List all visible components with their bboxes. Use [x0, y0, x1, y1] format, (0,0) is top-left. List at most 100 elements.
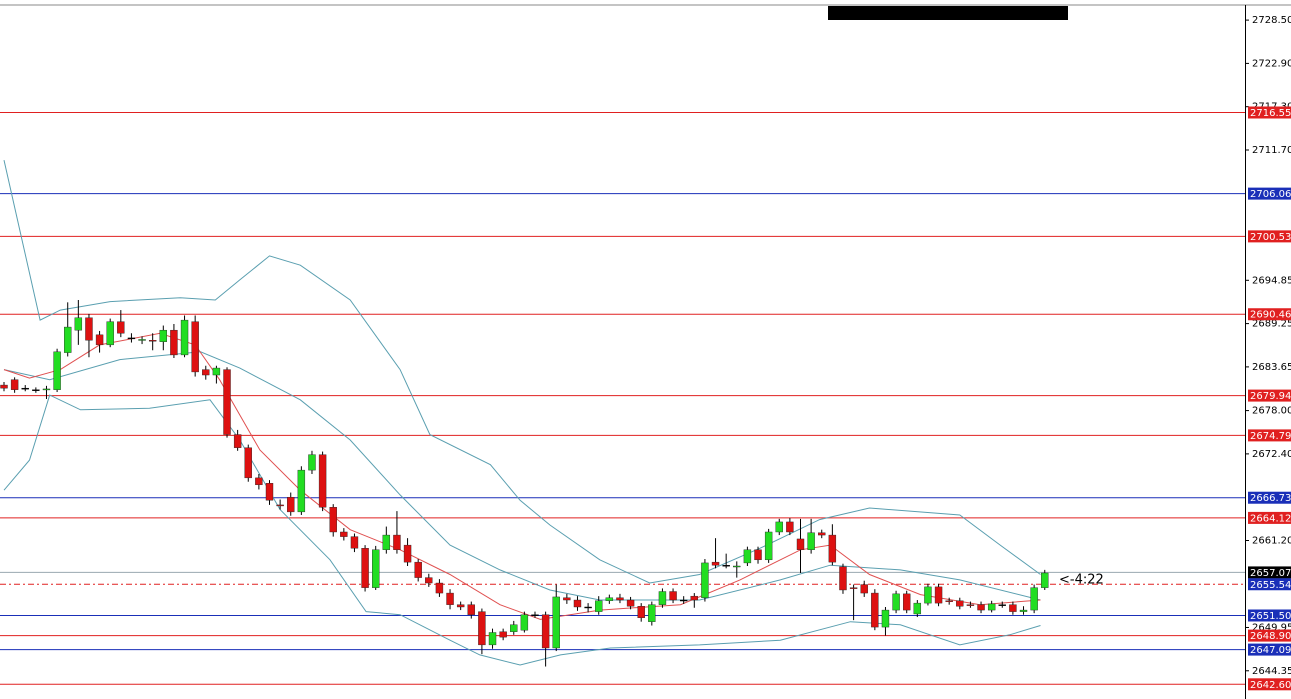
level-label: 2666.73 [1250, 493, 1291, 504]
candle-body [775, 521, 783, 533]
level-label-box [1248, 511, 1291, 524]
candle-body [117, 321, 125, 334]
candle-body [127, 337, 136, 340]
indicator-line [3, 332, 1041, 620]
candle-body [552, 596, 560, 649]
candle-body [541, 614, 550, 649]
level-label-box [1248, 643, 1291, 656]
candle-body [297, 469, 306, 513]
candle-body [945, 600, 953, 602]
y-tick-label: 2672.40 [1252, 449, 1291, 460]
candle-body [21, 387, 29, 390]
candle-body [276, 504, 284, 507]
y-tick-label: 2644.35 [1252, 666, 1291, 677]
level-label-box [1248, 678, 1291, 691]
candle-body [626, 599, 635, 607]
y-tick-label: 2722.90 [1252, 58, 1291, 69]
candle-body [733, 565, 741, 568]
candle-body [467, 604, 475, 615]
candle-body [1019, 609, 1028, 612]
candle-body [934, 586, 943, 604]
level-label-box [1248, 629, 1291, 642]
candle-body [520, 614, 529, 631]
candle-body [393, 534, 401, 550]
candle-body [265, 483, 274, 501]
candle-body [350, 536, 359, 549]
candle-body [764, 531, 773, 561]
y-tick-label: 2661.20 [1252, 535, 1291, 546]
candle-body [106, 321, 114, 346]
candle-body [42, 388, 51, 391]
candle-body [584, 606, 592, 609]
candle-body [85, 317, 93, 341]
candle-body [605, 597, 614, 601]
level-label: 2700.53 [1250, 232, 1291, 243]
candle-body [499, 631, 507, 638]
candle-body [701, 562, 709, 598]
level-label-box [1248, 389, 1291, 402]
candle-body [711, 561, 720, 566]
candle-body [892, 593, 900, 611]
candle-body [202, 369, 210, 376]
level-label: 2706.06 [1250, 189, 1291, 200]
candle-body [807, 532, 815, 550]
candle-body [74, 317, 83, 331]
candle-body [573, 599, 582, 608]
candle-body [786, 521, 794, 533]
candle-body [881, 609, 890, 628]
candle-body [648, 604, 656, 622]
candle-body [223, 369, 231, 435]
level-label: 2657.07 [1250, 568, 1291, 579]
candle-body [1041, 572, 1049, 588]
candle-body [690, 595, 698, 601]
level-label: 2651.50 [1250, 611, 1291, 622]
candle-body [148, 340, 157, 342]
level-label: 2674.79 [1250, 431, 1291, 442]
candle-body [95, 334, 104, 346]
candle-body [382, 534, 391, 550]
level-label: 2642.60 [1250, 680, 1291, 691]
level-label: 2648.90 [1250, 631, 1291, 642]
y-tick-label: 2678.00 [1252, 406, 1291, 417]
candle-body [318, 454, 327, 508]
redaction-bar [828, 6, 1068, 20]
candle-body [212, 367, 221, 376]
candle-body [403, 544, 412, 563]
candle-body [754, 549, 762, 561]
candle-body [64, 326, 72, 353]
candle-body [414, 561, 422, 578]
candle-body [287, 496, 295, 513]
candle-body [10, 379, 19, 390]
y-tick-label: 2711.70 [1252, 145, 1291, 156]
candle-body [924, 586, 932, 604]
candle-body [956, 600, 964, 607]
level-label: 2679.94 [1250, 391, 1291, 402]
candle-body [488, 632, 497, 646]
level-label: 2647.09 [1250, 645, 1291, 656]
candle-body [329, 507, 337, 533]
level-label-box [1248, 187, 1291, 200]
candle-body [531, 614, 539, 616]
candle-body [669, 591, 677, 601]
level-label-box [1248, 230, 1291, 243]
level-label: 2664.12 [1250, 513, 1291, 524]
candle-body [159, 329, 168, 342]
candle-body [658, 591, 667, 605]
candle-body [860, 584, 868, 594]
candle-body [446, 592, 454, 605]
candle-body [1009, 604, 1017, 612]
candle-body [828, 534, 837, 563]
candle-body [679, 599, 688, 602]
level-label-box [1248, 308, 1291, 321]
level-label: 2655.54 [1250, 580, 1291, 591]
candle-body [180, 319, 189, 356]
candle-body [372, 549, 380, 588]
candle-body [839, 566, 847, 591]
candle-body [191, 321, 199, 373]
candle-body [478, 611, 486, 646]
candle-body [616, 597, 624, 601]
y-tick-label: 2683.65 [1252, 362, 1291, 373]
